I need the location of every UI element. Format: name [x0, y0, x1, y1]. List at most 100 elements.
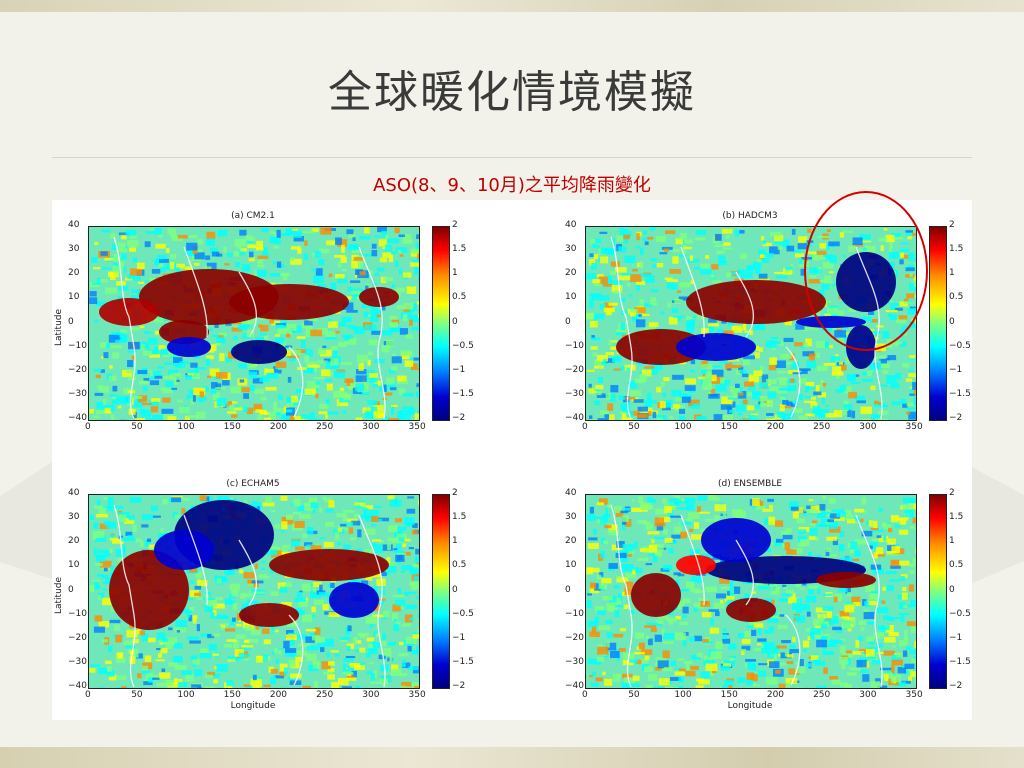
- y-tick-label: 30: [565, 244, 577, 255]
- colorbar-tick-label: −1.5: [949, 656, 971, 667]
- precipitation-map-field: [586, 495, 916, 688]
- x-tick-label: 150: [720, 422, 738, 432]
- y-tick-label: 30: [565, 512, 577, 523]
- colorbar-tick-label: 0.5: [949, 292, 964, 303]
- bottom-decorative-band: [0, 747, 1024, 768]
- colorbar-tick-label: 1: [452, 536, 458, 547]
- precipitation-map-field: [89, 227, 419, 420]
- y-tick-label: 20: [565, 268, 577, 279]
- y-tick-label: −10: [68, 340, 87, 351]
- y-tick-label: −10: [68, 608, 87, 619]
- x-tick-label: 350: [905, 690, 923, 700]
- colorbar-tick-label: 0.5: [452, 292, 467, 303]
- x-tick-label: 100: [177, 690, 195, 700]
- colorbar-tick-label: 2: [949, 220, 955, 230]
- y-tick-label: 40: [68, 220, 80, 230]
- top-decorative-band: [0, 0, 1024, 12]
- background-watermark-left: [0, 460, 55, 580]
- colorbar-tick-label: 1.5: [452, 244, 467, 255]
- x-tick-label: 50: [131, 422, 143, 432]
- y-tick-label: −40: [565, 681, 584, 691]
- y-tick-label: 0: [68, 584, 74, 595]
- x-tick-label: 0: [85, 422, 91, 432]
- y-tick-label: 20: [565, 536, 577, 547]
- colorbar-tick-label: −1.5: [452, 388, 474, 399]
- colorbar-tick-label: −0.5: [452, 340, 474, 351]
- figure-caption: ASO(8、9、10月)之平均降雨變化: [373, 175, 651, 196]
- colorbar-tick-label: −1: [452, 632, 466, 643]
- y-tick-label: 0: [565, 584, 571, 595]
- colorbar: [929, 226, 947, 421]
- precipitation-maps-figure: (a) CM2.1 40 30 20 10 0 −10 −20 −30 −40 0 50 100 150 2…: [52, 200, 972, 720]
- y-tick-label: −40: [68, 681, 87, 691]
- y-tick-label: 30: [68, 512, 80, 523]
- y-tick-label: −20: [565, 632, 584, 643]
- x-tick-label: 200: [269, 422, 288, 432]
- x-tick-label: 200: [766, 422, 785, 432]
- x-tick-label: 50: [628, 690, 640, 700]
- y-axis-label: Latitude: [54, 576, 64, 614]
- y-tick-label: −10: [565, 608, 584, 619]
- title-divider: [52, 157, 972, 158]
- y-tick-label: −40: [68, 413, 87, 423]
- colorbar-tick-label: −0.5: [949, 608, 971, 619]
- colorbar-tick-label: 0.5: [949, 560, 964, 571]
- precipitation-map: [88, 494, 420, 689]
- panel-title: (c) ECHAM5: [226, 479, 280, 489]
- x-tick-label: 0: [85, 690, 91, 700]
- colorbar-tick-label: 0: [949, 316, 955, 327]
- precipitation-map: [585, 494, 917, 689]
- x-tick-label: 300: [362, 422, 380, 432]
- y-tick-label: −30: [565, 656, 584, 667]
- colorbar-tick-label: 1.5: [949, 244, 964, 255]
- y-tick-label: 0: [68, 316, 74, 327]
- highlight-circle: [804, 191, 928, 351]
- x-tick-label: 100: [177, 422, 195, 432]
- x-tick-label: 300: [859, 422, 877, 432]
- y-tick-label: 40: [565, 488, 577, 498]
- x-tick-label: 150: [720, 690, 738, 700]
- colorbar-tick-label: −1: [949, 632, 963, 643]
- colorbar-tick-label: 0: [949, 584, 955, 595]
- background-watermark-right: [968, 465, 1024, 585]
- colorbar-tick-label: −1: [949, 364, 963, 375]
- slide-title: 全球暖化情境模擬: [328, 67, 696, 118]
- colorbar-tick-label: 2: [949, 488, 955, 498]
- x-tick-label: 0: [582, 690, 588, 700]
- colorbar-tick-label: 1.5: [452, 512, 467, 523]
- y-tick-label: −20: [68, 364, 87, 375]
- x-tick-label: 250: [813, 690, 831, 700]
- x-tick-label: 250: [813, 422, 831, 432]
- colorbar-tick-label: 1: [949, 268, 955, 279]
- x-axis-label: Longitude: [727, 701, 773, 711]
- x-tick-label: 300: [859, 690, 877, 700]
- y-tick-label: 20: [68, 536, 80, 547]
- precipitation-map-field: [89, 495, 419, 688]
- colorbar-tick-label: −1.5: [949, 388, 971, 399]
- x-tick-label: 100: [674, 690, 692, 700]
- y-tick-label: 10: [68, 560, 80, 571]
- x-tick-label: 150: [223, 422, 241, 432]
- colorbar: [929, 494, 947, 689]
- colorbar-tick-label: 1.5: [949, 512, 964, 523]
- x-tick-label: 250: [316, 422, 334, 432]
- y-tick-label: 40: [565, 220, 577, 230]
- colorbar: [432, 494, 450, 689]
- y-tick-label: −10: [565, 340, 584, 351]
- x-tick-label: 0: [582, 422, 588, 432]
- x-tick-label: 50: [131, 690, 143, 700]
- x-tick-label: 100: [674, 422, 692, 432]
- x-tick-label: 150: [223, 690, 241, 700]
- colorbar-tick-label: −2: [452, 681, 466, 691]
- x-tick-label: 50: [628, 422, 640, 432]
- precipitation-map: [88, 226, 420, 421]
- colorbar-tick-label: 1: [452, 268, 458, 279]
- colorbar-tick-label: −0.5: [452, 608, 474, 619]
- colorbar-tick-label: −1.5: [452, 656, 474, 667]
- y-tick-label: 20: [68, 268, 80, 279]
- y-tick-label: 30: [68, 244, 80, 255]
- colorbar-tick-label: 0: [452, 584, 458, 595]
- colorbar: [432, 226, 450, 421]
- y-tick-label: −40: [565, 413, 584, 423]
- panel-title: (a) CM2.1: [231, 211, 275, 221]
